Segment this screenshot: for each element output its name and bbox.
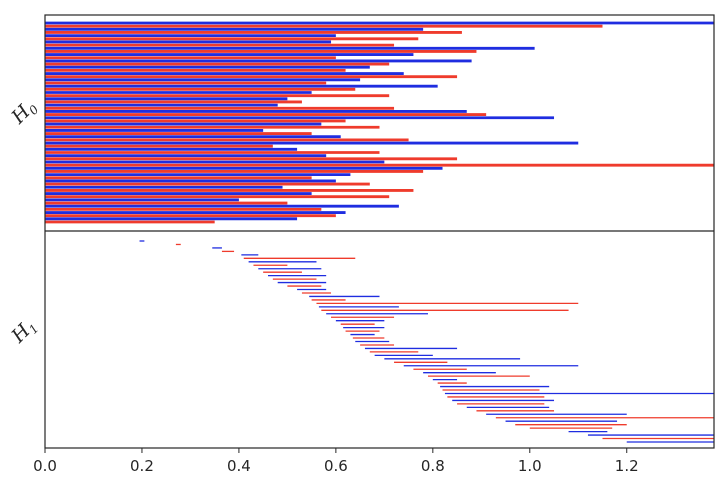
x-tick-label: 0.6 xyxy=(324,457,348,475)
x-tick-label: 0.2 xyxy=(130,457,154,475)
panel-h1 xyxy=(139,240,714,443)
x-tick-label: 1.0 xyxy=(518,457,542,475)
x-tick-label: 0.4 xyxy=(227,457,251,475)
x-axis: 0.0 0.2 0.4 0.6 0.8 1.0 1.2 xyxy=(33,448,639,475)
x-tick-label: 0.0 xyxy=(33,457,57,475)
x-tick-label: 0.8 xyxy=(421,457,445,475)
ylabel-h0: H0 xyxy=(7,95,42,130)
panel-h0 xyxy=(45,21,714,224)
x-tick-label: 1.2 xyxy=(615,457,639,475)
ylabel-h1: H1 xyxy=(7,314,42,349)
